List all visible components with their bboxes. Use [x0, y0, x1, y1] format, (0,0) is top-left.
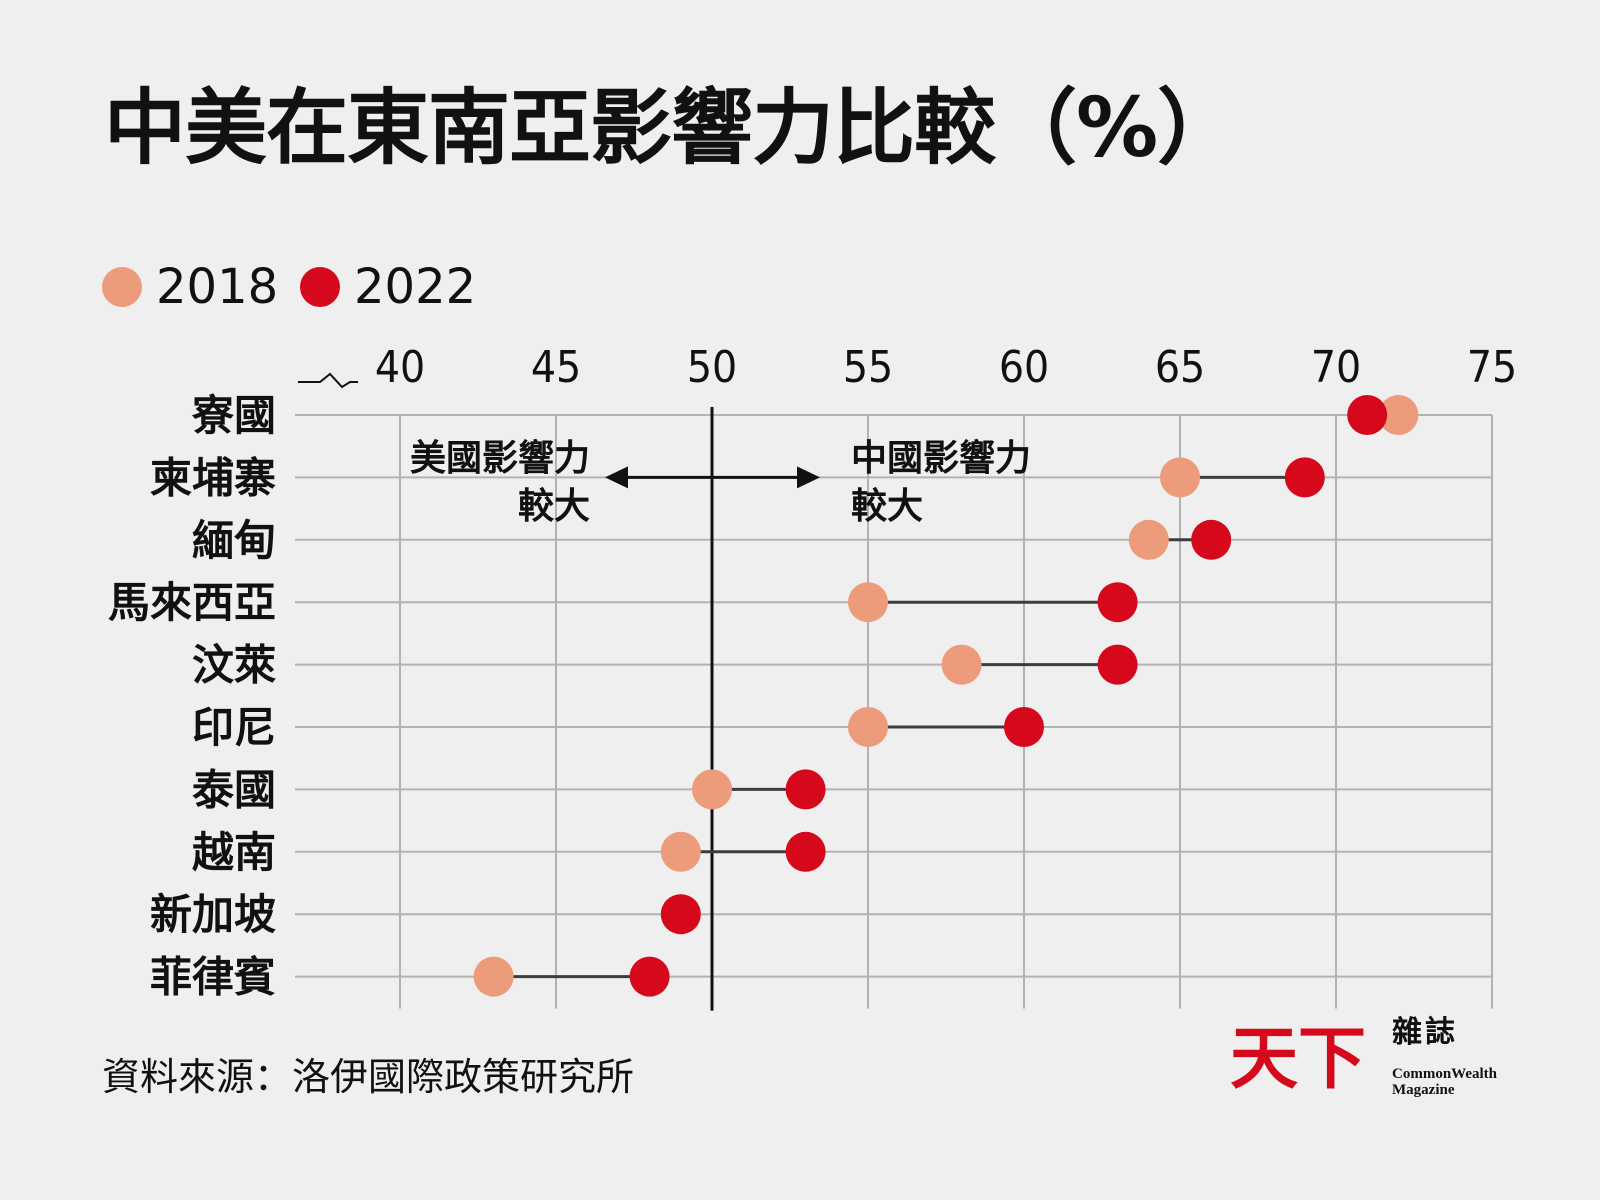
point-2022-8 — [660, 894, 701, 935]
legend-item-2022: 2022 — [300, 262, 476, 312]
category-label-4: 汶萊 — [192, 641, 276, 690]
point-2022-7 — [785, 831, 826, 872]
point-2018-9 — [473, 956, 514, 997]
point-2022-2 — [1191, 519, 1232, 560]
legend-label-2018: 2018 — [156, 259, 279, 315]
x-tick-label-75: 75 — [1467, 342, 1517, 393]
chart-title: 中美在東南亞影響力比較（%） — [104, 81, 1239, 176]
logo-name-en-line-2: Magazine — [1392, 1082, 1455, 1099]
point-2022-6 — [785, 769, 826, 810]
logo-name-zh: 雜誌 — [1392, 1015, 1458, 1050]
commonwealth-logo: 天下 雜誌 CommonWealth Magazine — [1230, 1016, 1520, 1106]
point-2018-6 — [692, 769, 732, 810]
x-tick-label-50: 50 — [687, 342, 737, 393]
category-label-5: 印尼 — [192, 703, 276, 752]
axis-break-icon — [298, 372, 358, 389]
legend-label-2022: 2022 — [354, 259, 477, 315]
logo-name-en: CommonWealth Magazine — [1392, 1066, 1497, 1098]
legend-item-2018: 2018 — [102, 262, 278, 312]
source-note: 資料來源：洛伊國際政策研究所 — [102, 1055, 635, 1099]
category-label-8: 新加坡 — [150, 890, 276, 939]
point-2022-4 — [1097, 644, 1138, 685]
category-label-7: 越南 — [192, 828, 276, 877]
category-label-6: 泰國 — [192, 765, 276, 814]
annotation-arrow-right-icon — [797, 466, 820, 489]
point-2018-3 — [848, 582, 888, 623]
point-2022-5 — [1004, 707, 1044, 747]
annotation-right-line-1: 中國影響力 — [851, 437, 1031, 479]
category-label-2: 緬甸 — [192, 516, 276, 565]
logo-mark-text: 天下 — [1230, 1019, 1366, 1099]
point-2022-3 — [1097, 582, 1138, 623]
point-2018-0 — [1378, 395, 1419, 435]
x-tick-label-65: 65 — [1155, 342, 1205, 393]
annotation-right-line-2: 較大 — [851, 486, 923, 527]
point-2022-1 — [1284, 457, 1325, 498]
x-tick-label-45: 45 — [531, 342, 581, 393]
category-label-0: 寮國 — [191, 391, 276, 440]
x-tick-label-70: 70 — [1311, 342, 1361, 393]
tianxia-logo-mark: 天下 — [1230, 1019, 1366, 1099]
category-label-9: 菲律賓 — [150, 953, 276, 1002]
x-tick-label-60: 60 — [999, 342, 1049, 393]
annotation-left-line-2: 較大 — [518, 486, 590, 527]
category-label-1: 柬埔寨 — [150, 453, 276, 502]
point-2022-9 — [629, 956, 670, 997]
annotation-arrow-left-icon — [605, 466, 628, 489]
point-2018-1 — [1160, 457, 1200, 498]
logo-name-en-line-1: CommonWealth — [1392, 1066, 1497, 1082]
annotation-left-line-1: 美國影響力 — [410, 437, 590, 479]
point-2022-0 — [1347, 395, 1388, 435]
point-2018-5 — [848, 707, 888, 747]
x-tick-label-55: 55 — [843, 342, 893, 393]
point-2018-7 — [660, 831, 701, 872]
legend-swatch-2018 — [102, 267, 142, 307]
legend-swatch-2022 — [300, 267, 340, 307]
x-tick-label-40: 40 — [375, 342, 425, 393]
point-2018-4 — [941, 644, 982, 685]
category-label-3: 馬來西亞 — [108, 578, 276, 627]
point-2018-2 — [1128, 519, 1169, 560]
